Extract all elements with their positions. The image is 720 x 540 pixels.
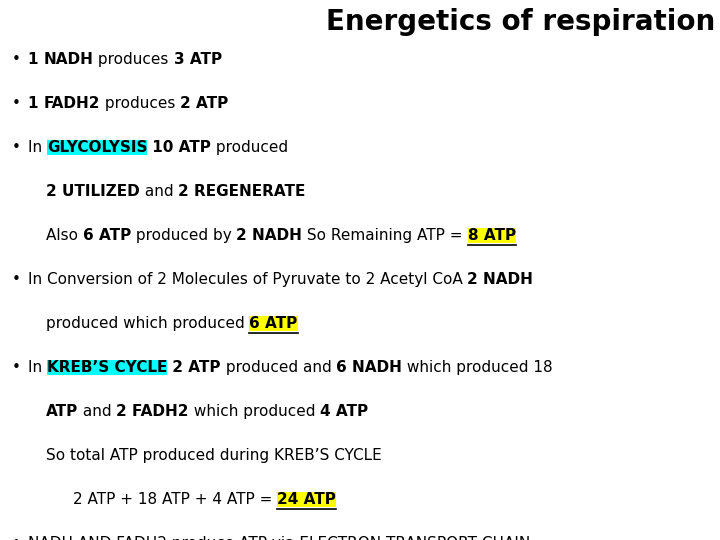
Text: 2 NADH: 2 NADH	[467, 272, 534, 287]
Text: 2 UTILIZED: 2 UTILIZED	[46, 184, 140, 199]
Text: •: •	[12, 52, 21, 67]
Text: 10 ATP: 10 ATP	[148, 140, 211, 155]
Text: 2 NADH: 2 NADH	[236, 228, 302, 243]
Text: 2 FADH2: 2 FADH2	[117, 404, 189, 419]
Text: NADH: NADH	[43, 52, 94, 67]
Text: 6 NADH: 6 NADH	[336, 360, 402, 375]
Text: 8 ATP: 8 ATP	[468, 228, 516, 243]
Text: produced by: produced by	[131, 228, 236, 243]
Text: •: •	[12, 272, 21, 287]
Text: and: and	[78, 404, 117, 419]
Text: which produced 18: which produced 18	[402, 360, 553, 375]
Text: produces: produces	[100, 96, 180, 111]
Text: •: •	[12, 536, 21, 540]
Text: FADH2: FADH2	[43, 96, 100, 111]
Text: 24 ATP: 24 ATP	[277, 492, 336, 507]
Text: Also: Also	[46, 228, 83, 243]
Text: produced: produced	[211, 140, 288, 155]
Text: Energetics of respiration: Energetics of respiration	[325, 8, 715, 36]
Text: In: In	[28, 360, 47, 375]
Text: So total ATP produced during KREB’S CYCLE: So total ATP produced during KREB’S CYCL…	[46, 448, 382, 463]
Text: ATP: ATP	[46, 404, 78, 419]
Text: NADH AND FADH2 produce ATP via ELECTRON TRANSPORT CHAIN: NADH AND FADH2 produce ATP via ELECTRON …	[28, 536, 530, 540]
Text: 3 ATP: 3 ATP	[174, 52, 222, 67]
Text: produced and: produced and	[220, 360, 336, 375]
Text: 6 ATP: 6 ATP	[249, 316, 297, 331]
Text: So Remaining ATP =: So Remaining ATP =	[302, 228, 468, 243]
Text: which produced: which produced	[189, 404, 320, 419]
Text: •: •	[12, 360, 21, 375]
Text: GLYCOLYSIS: GLYCOLYSIS	[47, 140, 148, 155]
Text: KREB’S CYCLE: KREB’S CYCLE	[47, 360, 167, 375]
Text: •: •	[12, 96, 21, 111]
Text: In Conversion of 2 Molecules of Pyruvate to 2 Acetyl CoA: In Conversion of 2 Molecules of Pyruvate…	[28, 272, 467, 287]
Text: produces: produces	[94, 52, 174, 67]
Text: 6 ATP: 6 ATP	[83, 228, 131, 243]
Text: and: and	[140, 184, 178, 199]
Text: 4 ATP: 4 ATP	[320, 404, 369, 419]
Text: •: •	[12, 140, 21, 155]
Text: 1: 1	[28, 96, 43, 111]
Text: In: In	[28, 140, 47, 155]
Text: 2 REGENERATE: 2 REGENERATE	[178, 184, 305, 199]
Text: 2 ATP: 2 ATP	[167, 360, 220, 375]
Text: 1: 1	[28, 52, 43, 67]
Text: 2 ATP: 2 ATP	[180, 96, 228, 111]
Text: 2 ATP + 18 ATP + 4 ATP =: 2 ATP + 18 ATP + 4 ATP =	[73, 492, 277, 507]
Text: produced which produced: produced which produced	[46, 316, 249, 331]
